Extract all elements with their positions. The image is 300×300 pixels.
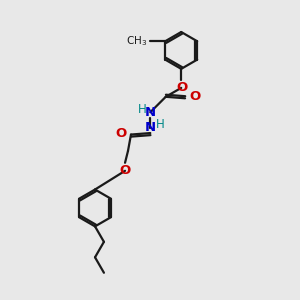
Text: O: O — [116, 127, 127, 140]
Text: N: N — [145, 106, 156, 119]
Text: O: O — [176, 81, 188, 94]
Text: H: H — [156, 118, 164, 131]
Text: N: N — [145, 121, 156, 134]
Text: H: H — [138, 103, 147, 116]
Text: CH$_3$: CH$_3$ — [126, 34, 147, 48]
Text: O: O — [119, 164, 131, 177]
Text: O: O — [189, 90, 200, 103]
